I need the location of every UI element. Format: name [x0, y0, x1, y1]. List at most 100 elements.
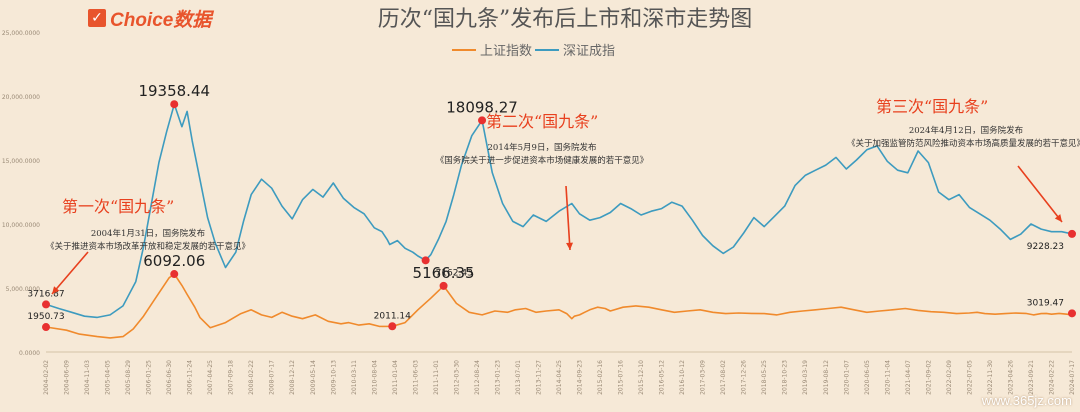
brand-logo: ✓ Choice数据: [88, 6, 212, 31]
y-tick-label: 15,000.0000: [2, 158, 40, 165]
annotation-title: 第一次“国九条”: [62, 197, 174, 216]
chart-legend: 上证指数 深证成指: [452, 44, 615, 59]
watermark: www.365jz.com: [981, 393, 1072, 408]
value-label: 3019.47: [1027, 298, 1064, 308]
annotation-text: 《国务院关于进一步促进资本市场健康发展的若干意见》: [436, 155, 649, 166]
x-tick-label: 2009-10-13: [330, 360, 337, 395]
y-tick-label: 25,000.0000: [2, 30, 40, 37]
x-tick-label: 2012-03-30: [453, 360, 460, 395]
value-label: 7162.43: [436, 268, 473, 278]
annotation-text: 2014年5月9日，国务院发布: [488, 142, 597, 153]
peak-marker: [439, 281, 448, 290]
x-tick-label: 2005-08-29: [125, 360, 132, 395]
chart-title: 历次“国九条”发布后上市和深市走势图: [378, 7, 753, 32]
series-line-shanghai: [45, 273, 1073, 339]
x-tick-label: 2011-01-04: [392, 360, 399, 395]
x-tick-label: 2015-12-10: [638, 360, 645, 395]
x-tick-label: 2017-03-09: [700, 360, 707, 395]
annotation-title: 第二次“国九条”: [486, 112, 598, 131]
series-layer: [45, 103, 1073, 339]
x-tick-label: 2022-02-09: [946, 360, 953, 395]
value-label: 3716.87: [27, 289, 64, 299]
x-tick-label: 2020-01-07: [843, 360, 850, 395]
x-tick-label: 2006-01-25: [146, 360, 153, 395]
x-tick-label: 2021-09-02: [925, 360, 932, 395]
y-axis: 0.0000 5,000.0000 10,000.0000 15,000.0000 20…: [2, 30, 40, 357]
value-label: 9228.23: [1027, 242, 1064, 252]
x-tick-label: 2012-08-24: [474, 360, 481, 395]
x-tick-label: 2007-04-25: [207, 360, 214, 395]
value-label: 6092.06: [143, 252, 205, 270]
annotation-text: 2004年1月31日，国务院发布: [91, 228, 205, 239]
y-tick-label: 20,000.0000: [2, 94, 40, 101]
x-tick-label: 2017-08-02: [720, 360, 727, 395]
x-tick-label: 2017-12-26: [741, 360, 748, 395]
x-tick-label: 2015-02-16: [597, 360, 604, 395]
annotation-arrow: [565, 185, 571, 251]
x-tick-label: 2013-07-01: [515, 360, 522, 395]
legend-label: 深证成指: [563, 44, 615, 59]
value-label: 1950.73: [27, 312, 64, 322]
x-tick-label: 2023-09-21: [1028, 360, 1035, 395]
value-label: 5166.35: [413, 264, 475, 282]
checkmark-icon: ✓: [88, 9, 106, 27]
x-tick-label: 2016-05-12: [659, 360, 666, 395]
x-tick-label: 2019-03-19: [802, 360, 809, 395]
annotation-title: 第三次“国九条”: [876, 97, 988, 116]
x-tick-label: 2006-11-24: [187, 360, 194, 395]
arrow-head: [566, 242, 574, 250]
x-tick-label: 2016-10-12: [679, 360, 686, 395]
brand-name: Choice数据: [110, 9, 212, 31]
x-tick-label: 2004-02-02: [43, 360, 50, 395]
annotations: 第一次“国九条” 2004年1月31日，国务院发布《关于推进资本市场改革开放和稳定…: [46, 97, 1080, 295]
x-tick-label: 2008-02-22: [248, 360, 255, 395]
annotation-text: 2024年4月12日，国务院发布: [909, 125, 1023, 136]
arrow-head: [1054, 214, 1062, 222]
x-tick-label: 2018-05-25: [761, 360, 768, 395]
x-tick-label: 2024-07-17: [1069, 360, 1076, 395]
value-label: 18098.27: [446, 98, 518, 116]
y-tick-label: 5,000.0000: [6, 286, 41, 293]
x-tick-label: 2006-06-30: [166, 360, 173, 395]
point-labels: 19358.44 6092.06 18098.27 5166.35 3716.87 195…: [27, 82, 1076, 332]
x-tick-label: 2024-02-22: [1048, 360, 1055, 395]
x-tick-label: 2019-08-12: [823, 360, 830, 395]
legend-label: 上证指数: [480, 44, 532, 59]
x-tick-label: 2014-09-23: [577, 360, 584, 395]
x-tick-label: 2018-10-23: [782, 360, 789, 395]
value-label: 2011.14: [374, 311, 411, 321]
x-tick-label: 2011-11-01: [433, 360, 440, 395]
peak-marker: [388, 322, 397, 331]
x-tick-label: 2023-04-26: [1007, 360, 1014, 395]
y-tick-label: 10,000.0000: [2, 222, 40, 229]
x-tick-label: 2011-06-03: [412, 360, 419, 395]
annotation-arrow: [51, 251, 89, 295]
annotation-text: 《关于推进资本市场改革开放和稳定发展的若干意见》: [46, 241, 250, 252]
peak-marker: [42, 323, 50, 332]
x-tick-label: 2009-05-14: [310, 360, 317, 395]
peak-marker: [1068, 309, 1076, 318]
x-tick-label: 2020-06-05: [864, 360, 871, 395]
x-axis: 2004-02-02 2004-06-09 2004-11-03 2005-04-05…: [43, 351, 1076, 395]
peak-marker: [421, 256, 430, 265]
y-tick-label: 0.0000: [19, 350, 40, 357]
x-tick-label: 2022-11-30: [987, 360, 994, 395]
annotation-text: 《关于加强监管防范风险推动资本市场高质量发展的若干意见》: [847, 138, 1080, 149]
peak-marker: [170, 100, 179, 109]
x-tick-label: 2008-07-17: [269, 360, 276, 395]
x-tick-label: 2020-11-04: [884, 360, 891, 395]
series-line-shenzhen: [45, 103, 1073, 319]
x-tick-label: 2005-04-05: [105, 360, 112, 395]
peak-marker: [170, 270, 179, 279]
peak-marker: [42, 300, 50, 309]
x-tick-label: 2022-07-05: [966, 360, 973, 395]
x-tick-label: 2010-03-11: [351, 360, 358, 395]
annotation-arrow: [1017, 165, 1063, 223]
x-tick-label: 2010-08-04: [371, 360, 378, 395]
x-tick-label: 2013-11-27: [535, 360, 542, 395]
x-tick-label: 2008-12-12: [289, 360, 296, 395]
x-tick-label: 2015-07-16: [618, 360, 625, 395]
x-tick-label: 2021-04-07: [905, 360, 912, 395]
